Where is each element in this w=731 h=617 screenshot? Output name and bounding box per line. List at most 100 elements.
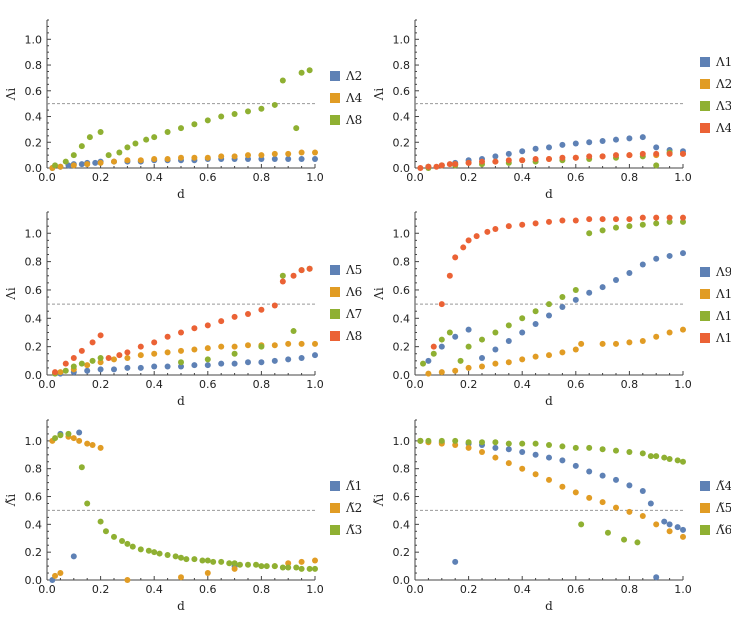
legend-swatch — [330, 481, 340, 491]
data-point — [57, 369, 64, 376]
y-tick-label: 0.2 — [393, 546, 411, 559]
x-tick-label: 0.0 — [406, 171, 424, 184]
data-point — [226, 560, 233, 567]
data-point — [559, 294, 566, 301]
data-point — [492, 153, 499, 160]
y-axis-label: Λ̃i — [372, 494, 386, 508]
data-point — [258, 306, 265, 313]
data-point — [191, 154, 198, 161]
data-point — [680, 218, 686, 225]
data-point — [285, 564, 292, 571]
data-point — [452, 367, 459, 374]
data-point — [218, 360, 225, 367]
y-tick-label: 0.8 — [25, 256, 43, 269]
data-point — [626, 216, 633, 223]
data-point — [532, 471, 539, 478]
y-tick-label: 0.0 — [393, 162, 411, 175]
data-point — [572, 140, 579, 147]
x-tick-label: 0.0 — [406, 378, 424, 391]
y-tick-label: 0.4 — [25, 518, 43, 531]
data-point — [124, 540, 131, 547]
data-point — [653, 150, 660, 157]
data-point — [578, 521, 585, 528]
legend-label: Λ11 — [715, 309, 731, 323]
data-point — [680, 250, 686, 257]
data-point — [204, 557, 211, 564]
data-point — [70, 354, 77, 361]
data-point — [438, 437, 445, 444]
data-point — [231, 313, 238, 320]
data-point — [204, 322, 211, 329]
data-point — [639, 150, 646, 157]
legend-label: Λ6 — [345, 285, 362, 299]
data-point — [586, 139, 593, 146]
data-point — [52, 572, 59, 579]
data-point — [505, 359, 512, 366]
legend-swatch — [700, 481, 710, 491]
data-point — [137, 157, 144, 164]
data-point — [164, 551, 171, 558]
data-point — [465, 439, 472, 446]
x-tick-label: 0.6 — [199, 583, 217, 596]
data-point — [279, 278, 286, 285]
data-point — [639, 337, 646, 344]
data-point — [218, 153, 225, 160]
chart-panel-1: 0.0 0.2 0.4 0.6 0.8 1.0 0.0 0.2 0.4 0.6 0.8 1.0 d Λi Λ… — [4, 19, 363, 201]
data-point — [599, 284, 606, 291]
y-tick-label: 0.4 — [25, 312, 43, 325]
data-point — [84, 161, 91, 168]
data-point — [452, 254, 459, 261]
data-point — [559, 141, 566, 148]
series-5 — [57, 352, 318, 377]
data-point — [666, 252, 673, 259]
y-tick-label: 0.2 — [25, 341, 43, 354]
data-point — [312, 340, 318, 347]
data-point — [680, 326, 686, 333]
x-tick-label: 0.8 — [621, 378, 639, 391]
data-point — [599, 472, 606, 479]
data-point — [204, 570, 211, 577]
data-point — [119, 538, 126, 545]
data-point — [151, 134, 158, 141]
legend-swatch — [700, 101, 710, 111]
data-point — [519, 315, 526, 322]
data-point — [559, 349, 566, 356]
data-point — [666, 214, 673, 221]
data-point — [306, 565, 313, 572]
data-point — [178, 359, 184, 366]
data-point — [245, 561, 251, 568]
series-5 — [417, 437, 686, 540]
y-tick-label: 0.6 — [25, 491, 43, 504]
data-point — [97, 354, 104, 361]
data-point — [666, 521, 673, 528]
data-point — [178, 125, 184, 132]
x-tick-label: 0.0 — [38, 583, 56, 596]
data-point — [505, 446, 512, 453]
data-point — [151, 363, 158, 370]
legend-swatch — [330, 525, 340, 535]
y-tick-label: 0.2 — [393, 136, 411, 149]
data-point — [452, 437, 459, 444]
y-tick-label: 1.0 — [393, 227, 411, 240]
data-point — [446, 161, 453, 168]
data-point — [572, 154, 579, 161]
data-point — [124, 349, 131, 356]
data-point — [674, 524, 681, 531]
data-point — [666, 528, 673, 535]
series-4 — [417, 437, 686, 581]
x-tick-label: 0.8 — [621, 583, 639, 596]
y-tick-label: 0.2 — [393, 341, 411, 354]
data-point — [680, 214, 686, 221]
y-tick-label: 0.8 — [393, 463, 411, 476]
x-tick-label: 1.0 — [674, 171, 692, 184]
data-point — [438, 336, 445, 343]
data-point — [76, 437, 83, 444]
data-point — [293, 125, 300, 132]
legend-label: Λ8 — [345, 113, 362, 127]
data-point — [293, 564, 300, 571]
data-point — [452, 333, 459, 340]
data-point — [546, 442, 552, 449]
data-point — [178, 329, 184, 336]
data-point — [57, 570, 64, 577]
data-point — [572, 296, 579, 303]
